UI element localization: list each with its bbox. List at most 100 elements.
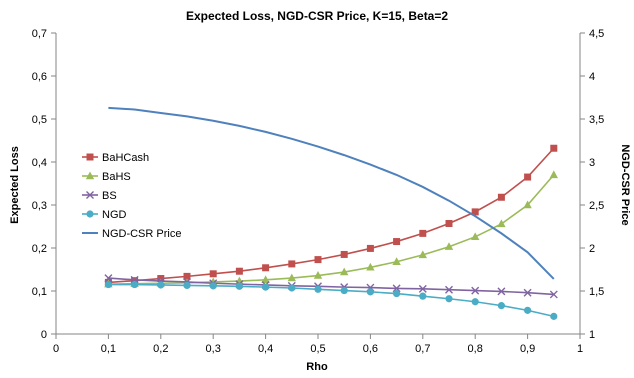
y2-tick-label: 1,5 <box>589 286 604 298</box>
legend-label: NGD-CSR Price <box>102 228 181 240</box>
data-point <box>340 250 348 258</box>
data-point <box>497 287 506 296</box>
data-point <box>366 244 374 252</box>
x-tick-label: 0,4 <box>258 343 273 355</box>
y2-tick-label: 1 <box>589 329 595 341</box>
y-tick-label: 0,2 <box>32 243 47 255</box>
y-tick-label: 0,5 <box>32 114 47 126</box>
data-point <box>157 275 165 283</box>
data-point <box>183 281 191 290</box>
data-point <box>288 260 296 268</box>
x-tick-label: 0,5 <box>310 343 325 355</box>
data-point <box>445 285 453 294</box>
data-point <box>497 219 506 228</box>
legend-item: NGD <box>82 209 127 221</box>
x-tick-label: 0,9 <box>520 343 535 355</box>
data-point <box>366 288 374 296</box>
y2-tick-label: 3 <box>589 157 595 169</box>
y-axis-title: Expected Loss <box>9 146 21 224</box>
y-tick-label: 0,1 <box>32 286 47 298</box>
data-point <box>549 290 558 299</box>
series-bahcash <box>104 144 558 286</box>
data-point <box>287 273 296 282</box>
data-point <box>497 302 505 310</box>
y2-tick-label: 4 <box>589 71 595 83</box>
chart-title: Expected Loss, NGD-CSR Price, K=15, Beta… <box>186 9 448 23</box>
data-point <box>261 275 270 284</box>
data-point <box>392 257 401 265</box>
legend-label: BS <box>102 190 117 202</box>
legend-marker <box>86 191 94 199</box>
data-point <box>183 272 191 280</box>
data-point <box>418 250 427 259</box>
series-line <box>108 277 554 296</box>
data-point <box>445 295 453 303</box>
data-point <box>209 270 217 278</box>
legend-marker <box>86 153 94 161</box>
data-point <box>471 232 480 241</box>
data-point <box>392 284 401 293</box>
x-tick-label: 0,2 <box>153 343 168 355</box>
data-point <box>419 229 427 237</box>
series-line <box>108 174 555 285</box>
y2-tick-label: 2,5 <box>589 200 604 212</box>
y2-tick-label: 2 <box>589 243 595 255</box>
data-point <box>104 280 112 289</box>
data-point <box>235 267 243 275</box>
data-point <box>262 283 270 291</box>
data-point <box>262 264 270 272</box>
y2-tick-label: 4,5 <box>589 28 604 40</box>
series-bahs <box>104 170 558 288</box>
data-point <box>209 282 217 290</box>
data-point <box>104 274 113 283</box>
data-point <box>157 281 165 289</box>
data-point <box>366 262 375 271</box>
x-tick-label: 0,6 <box>363 343 378 355</box>
data-point <box>524 306 532 314</box>
data-point <box>314 256 322 264</box>
data-point <box>550 312 558 320</box>
data-point <box>471 286 480 295</box>
data-point <box>235 282 243 290</box>
data-point <box>131 280 139 289</box>
data-point <box>314 285 322 293</box>
data-point <box>445 219 453 227</box>
legend-item: BaHS <box>82 171 131 183</box>
x-tick-label: 0,7 <box>415 343 430 355</box>
legend-label: BaHS <box>102 171 131 183</box>
y2-tick-label: 3,5 <box>589 114 604 126</box>
x-tick-label: 0,3 <box>206 343 221 355</box>
legend-item: BaHCash <box>82 152 149 164</box>
legend-marker <box>86 210 94 218</box>
data-point <box>288 284 296 292</box>
data-point <box>418 284 427 293</box>
data-point <box>393 289 401 298</box>
series-ngd <box>104 280 558 320</box>
data-point <box>550 144 558 152</box>
legend-item: NGD-CSR Price <box>82 228 181 240</box>
data-point <box>471 298 479 306</box>
legend-item: BS <box>82 190 117 202</box>
data-point <box>549 170 558 179</box>
data-point <box>393 238 401 246</box>
legend-label: NGD <box>102 209 127 221</box>
data-point <box>497 193 505 201</box>
data-point <box>340 267 349 276</box>
y-tick-label: 0,7 <box>32 28 47 40</box>
y2-axis-title: NGD-CSR Price <box>619 144 631 225</box>
x-tick-label: 0,1 <box>101 343 116 355</box>
series-ngd-csr-price <box>108 106 555 280</box>
legend-label: BaHCash <box>102 152 149 164</box>
legend: BaHCash BaHS BS NGD NGD-CSR Price <box>82 152 181 240</box>
y-tick-label: 0,6 <box>32 71 47 83</box>
data-point <box>340 286 348 295</box>
x-tick-label: 1 <box>577 343 583 355</box>
y-tick-label: 0,4 <box>32 157 47 169</box>
axes: 0 0,1 0,2 0,3 0,4 0,5 0,6 0,7 0,8 0,9 1 0 0,1 0,2 0,3 0… <box>32 28 605 355</box>
data-point <box>524 173 532 181</box>
x-axis-title: Rho <box>306 361 328 373</box>
data-point <box>444 242 454 250</box>
y-tick-label: 0,3 <box>32 200 47 212</box>
data-point <box>523 288 532 297</box>
